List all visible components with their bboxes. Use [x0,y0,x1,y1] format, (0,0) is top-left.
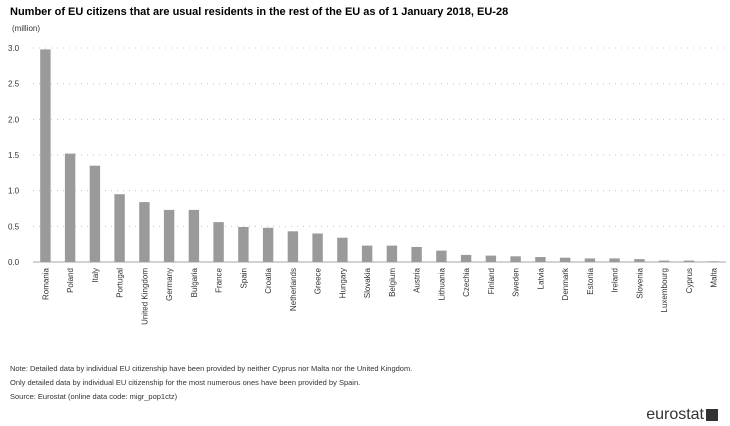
gridlines [33,47,726,263]
y-axis-ticks: 0.0 0.5 1.0 1.5 2.0 2.5 3.0 [8,44,20,267]
bars [40,49,719,263]
source-note: Source: Eurostat (online data code: migr… [10,392,178,401]
x-category-label: Denmark [561,267,570,300]
bar [312,233,323,262]
x-category-label: Slovakia [363,267,372,298]
logo-text: eurostat [646,406,704,423]
bar [64,153,76,262]
x-category-label: Netherlands [289,268,298,311]
bar [584,258,596,262]
bar [609,258,620,262]
x-category-label: France [215,267,224,292]
bar [460,254,472,262]
y-tick-label: 3.0 [8,44,20,53]
bar [485,255,497,262]
bar [411,247,422,262]
bar [658,260,670,262]
x-category-label: Malta [710,267,719,287]
chart-title: Number of EU citizens that are usual res… [10,6,509,18]
x-category-label: Croatia [264,267,273,293]
x-category-label: Italy [91,268,100,283]
bar [238,227,249,262]
bar [287,231,299,262]
x-category-label: Spain [239,268,248,288]
footnotes: Note: Detailed data by individual EU cit… [10,362,412,404]
y-tick-label: 0.5 [8,222,20,231]
bar [510,256,521,262]
x-category-label: United Kingdom [140,268,149,325]
eurostat-logo: eurostat [646,406,718,424]
x-category-label: Bulgaria [190,267,199,297]
y-tick-label: 1.0 [8,187,20,196]
bar [386,245,398,262]
bar [559,257,571,262]
x-category-label: Latvia [536,267,545,289]
bar [213,222,224,262]
x-category-label: Portugal [116,268,125,298]
bar-chart: 0.0 0.5 1.0 1.5 2.0 2.5 3.0 Romania Poland Italy… [8,44,726,325]
bar [114,194,125,262]
bar [708,261,719,262]
x-category-label: Estonia [586,267,595,294]
bar [535,257,546,262]
y-tick-label: 2.0 [8,115,20,124]
y-axis-unit: (million) [12,24,40,33]
x-category-label: Luxembourg [660,268,669,312]
x-category-label: Hungary [338,268,347,298]
x-category-label: Lithuania [437,267,446,300]
x-category-label: Sweden [512,268,521,297]
bar [163,209,175,262]
y-tick-label: 1.5 [8,151,20,160]
bar [139,202,150,262]
logo-square-icon [706,409,718,421]
x-axis-categories: Romania Poland Italy Portugal United Kingdom… [41,267,718,325]
x-category-label: Greece [314,267,323,294]
x-category-label: Finland [487,268,496,294]
bar [40,49,51,263]
x-category-label: Germany [165,268,174,301]
x-category-label: Czechia [462,267,471,296]
y-tick-label: 2.5 [8,80,20,89]
bar [436,250,447,262]
bar [89,165,101,262]
x-category-label: Austria [413,267,422,292]
y-tick-label: 0.0 [8,258,20,267]
bar [634,259,645,262]
bar [683,260,695,262]
x-category-label: Romania [41,267,50,300]
bar [262,227,274,262]
x-category-label: Cyprus [685,268,694,293]
x-category-label: Slovenia [635,267,644,298]
x-category-label: Ireland [611,268,620,292]
x-category-label: Poland [66,268,75,293]
x-category-label: Belgium [388,268,397,297]
bar [361,245,373,262]
footnote: Only detailed data by individual EU citi… [10,378,361,387]
bar [188,209,200,262]
bar [337,237,348,262]
footnote: Note: Detailed data by individual EU cit… [10,364,413,373]
